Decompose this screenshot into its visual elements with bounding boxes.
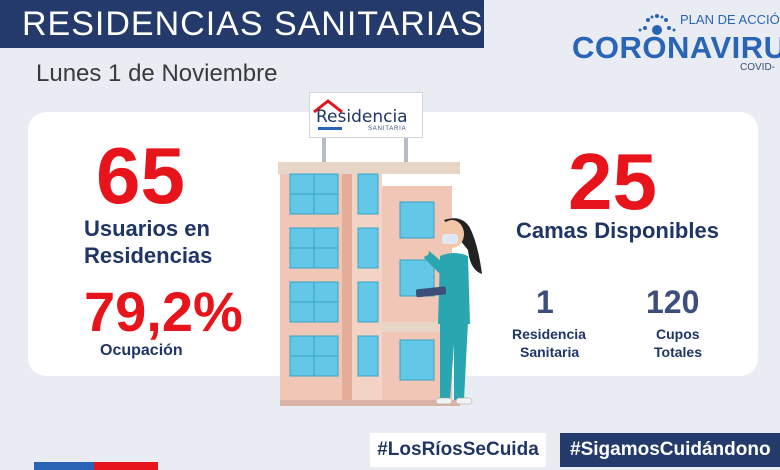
users-count-label-1: Usuarios en xyxy=(84,216,210,241)
users-count-label-2: Residencias xyxy=(84,243,213,268)
nurse-illustration xyxy=(415,218,482,405)
flag-stripe-blue xyxy=(34,462,94,470)
flag-stripe-red xyxy=(94,462,158,470)
hashtag-los-rios: #LosRíosSeCuida xyxy=(370,433,546,467)
page-title: RESIDENCIAS SANITARIAS xyxy=(22,4,484,43)
beds-available-label: Camas Disponibles xyxy=(516,218,719,243)
hashtag-los-rios-text: #LosRíosSeCuida xyxy=(377,439,539,460)
users-count-value: 65 xyxy=(96,131,185,220)
brand-coronavirus-text: CORONAVIRUS xyxy=(572,30,780,65)
sun-emblem-icon xyxy=(638,14,676,35)
residences-label-2: Sanitaria xyxy=(520,344,580,360)
hashtag-sigamos: #SigamosCuidándono xyxy=(560,433,780,467)
residencia-sign: Residencia SANITARIA xyxy=(309,92,423,138)
residences-value: 1 xyxy=(536,284,554,320)
brand-covid-text: COVID- xyxy=(740,62,775,73)
page-title-banner: RESIDENCIAS SANITARIAS xyxy=(0,0,484,48)
residence-building-illustration xyxy=(278,130,464,406)
residences-label-1: Residencia xyxy=(512,326,586,342)
sign-title: Residencia xyxy=(316,107,408,127)
occupancy-value: 79,2% xyxy=(84,280,243,343)
sign-subtitle: SANITARIA xyxy=(368,126,407,132)
brand-plan-text: PLAN DE ACCIÓ xyxy=(680,12,780,27)
hashtag-sigamos-text: #SigamosCuidándono xyxy=(570,439,771,460)
total-slots-label-2: Totales xyxy=(654,344,702,360)
occupancy-label: Ocupación xyxy=(100,342,183,359)
coronavirus-brand-logo: PLAN DE ACCIÓ CORONAVIRUS COVID- xyxy=(572,8,780,73)
total-slots-value: 120 xyxy=(646,284,700,320)
beds-available-value: 25 xyxy=(568,137,657,226)
total-slots-label-1: Cupos xyxy=(656,326,700,342)
house-roof-icon xyxy=(313,99,343,113)
sign-underline xyxy=(318,127,342,130)
report-date: Lunes 1 de Noviembre xyxy=(36,60,278,87)
